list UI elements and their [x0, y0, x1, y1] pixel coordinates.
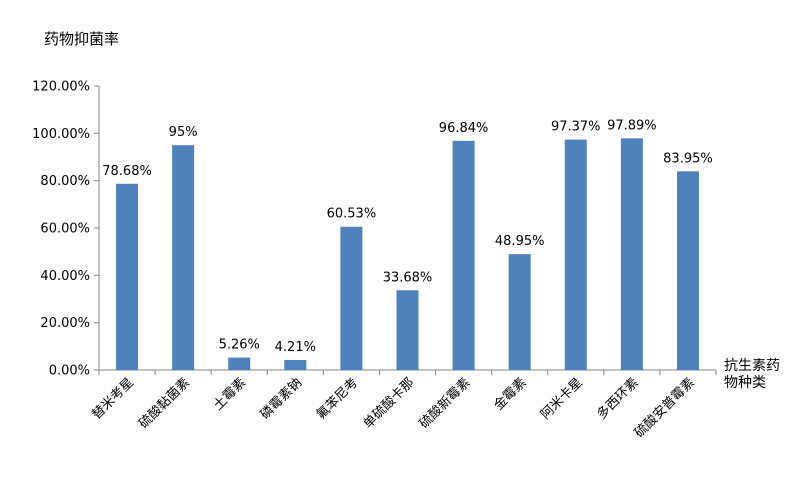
x-axis-title-line2: 物种类 — [724, 375, 766, 391]
y-tick-label: 0.00% — [49, 364, 90, 379]
y-axis-title: 药物抑菌率 — [44, 30, 120, 48]
bar — [676, 171, 699, 370]
bar — [340, 226, 363, 370]
category-label: 替米考星 — [89, 375, 136, 422]
bar — [452, 140, 475, 370]
data-label: 95% — [169, 125, 198, 140]
y-tick-label: 60.00% — [40, 222, 90, 237]
category-label: 磷霉素钠 — [258, 375, 305, 422]
bar — [172, 145, 195, 370]
category-label: 硫酸黏菌素 — [136, 375, 193, 432]
data-label: 60.53% — [327, 207, 377, 222]
data-label: 5.26% — [219, 338, 260, 353]
bar — [508, 254, 531, 370]
category-label: 氟苯尼考 — [314, 375, 361, 422]
x-axis-title: 抗生素药 物种类 — [724, 358, 804, 392]
data-label: 33.68% — [383, 270, 433, 285]
data-label: 48.95% — [495, 234, 545, 249]
y-tick-label: 120.00% — [32, 80, 90, 95]
category-label: 多西环素 — [594, 375, 642, 423]
category-label: 单硫酸卡那 — [361, 375, 418, 432]
category-label: 金霉素 — [491, 375, 530, 414]
bar — [564, 139, 587, 370]
x-axis-title-line1: 抗生素药 — [724, 358, 780, 374]
data-label: 83.95% — [663, 151, 713, 166]
category-label: 阿米卡星 — [538, 375, 585, 422]
y-tick-label: 20.00% — [40, 316, 90, 331]
y-tick-label: 100.00% — [32, 127, 90, 142]
y-tick-label: 40.00% — [40, 269, 90, 284]
y-tick-label: 80.00% — [40, 174, 90, 189]
data-label: 97.37% — [551, 120, 601, 135]
bar — [284, 360, 307, 370]
bar — [396, 290, 419, 370]
category-label: 土霉素 — [211, 375, 249, 413]
data-label: 96.84% — [439, 121, 489, 136]
category-label: 硫酸安普霉素 — [632, 375, 698, 441]
category-label: 硫酸新霉素 — [416, 375, 473, 432]
data-label: 97.89% — [607, 118, 657, 133]
bar — [620, 138, 643, 370]
bar — [116, 183, 139, 370]
data-label: 78.68% — [102, 164, 152, 179]
data-label: 4.21% — [275, 340, 316, 355]
bar — [228, 357, 251, 370]
